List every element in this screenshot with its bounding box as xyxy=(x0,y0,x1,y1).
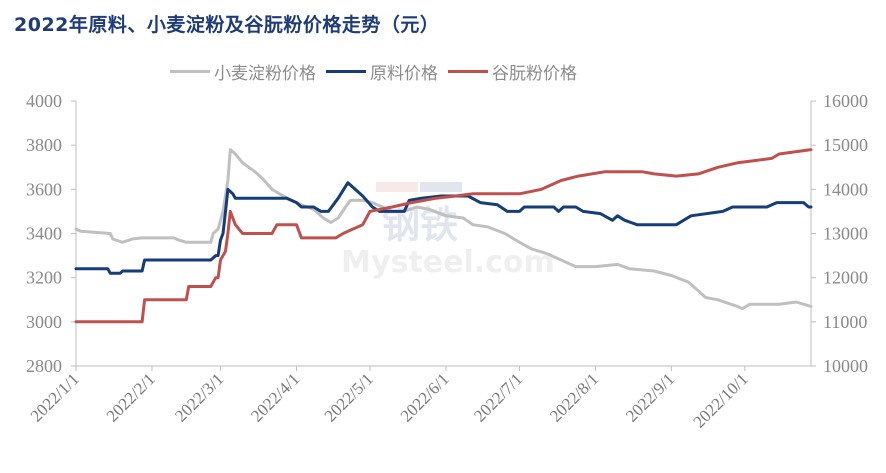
legend-item-raw-material: 原料价格 xyxy=(326,59,438,84)
x-tick-label: 2022/1/1 xyxy=(27,369,83,425)
y-left-tick-label: 3600 xyxy=(26,179,62,199)
legend-swatch-raw-material xyxy=(326,69,366,73)
y-left-tick-label: 3400 xyxy=(26,224,62,244)
y-left-tick-label: 3200 xyxy=(26,268,62,288)
legend-swatch-wheat-starch xyxy=(170,69,210,73)
x-tick-label: 2022/3/1 xyxy=(171,369,227,425)
x-tick-label: 2022/9/1 xyxy=(622,369,678,425)
legend-item-wheat-starch: 小麦淀粉价格 xyxy=(170,59,316,84)
legend-label-raw-material: 原料价格 xyxy=(370,63,438,84)
y-right-tick-label: 14000 xyxy=(823,179,868,199)
legend-item-gluten: 谷朊粉价格 xyxy=(448,59,577,84)
chart-title: 2022年原料、小麦淀粉及谷朊粉价格走势（元） xyxy=(14,14,440,36)
chart-legend: 小麦淀粉价格 原料价格 谷朊粉价格 xyxy=(170,58,577,84)
y-left-tick-label: 2800 xyxy=(26,356,62,376)
x-tick-label: 2022/7/1 xyxy=(470,369,526,425)
watermark-top: 钢铁 xyxy=(382,203,458,247)
y-right-tick-label: 16000 xyxy=(823,91,868,111)
watermark: 钢铁 Mysteel.com xyxy=(341,182,555,280)
x-tick-label: 2022/10/1 xyxy=(689,369,751,431)
x-tick-label: 2022/5/1 xyxy=(321,369,377,425)
legend-label-gluten: 谷朊粉价格 xyxy=(492,63,577,84)
y-right-tick-label: 10000 xyxy=(823,356,868,376)
legend-swatch-gluten xyxy=(448,69,488,73)
data-lines xyxy=(74,148,813,324)
y-left-tick-label: 3000 xyxy=(26,312,62,332)
x-tick-label: 2022/4/1 xyxy=(247,369,303,425)
y-left-tick-label: 3800 xyxy=(26,135,62,155)
series-line-2 xyxy=(74,148,813,324)
x-tick-label: 2022/6/1 xyxy=(397,369,453,425)
x-tick-label: 2022/2/1 xyxy=(103,369,159,425)
y-right-tick-label: 15000 xyxy=(823,135,868,155)
series-line-1 xyxy=(74,181,813,275)
watermark-bottom: Mysteel.com xyxy=(341,245,555,280)
y-right-tick-label: 12000 xyxy=(823,268,868,288)
y-left-tick-label: 4000 xyxy=(26,91,62,111)
y-right-tick-label: 11000 xyxy=(823,312,867,332)
legend-label-wheat-starch: 小麦淀粉价格 xyxy=(214,63,316,84)
x-tick-label: 2022/8/1 xyxy=(546,369,602,425)
y-right-tick-label: 13000 xyxy=(823,224,868,244)
